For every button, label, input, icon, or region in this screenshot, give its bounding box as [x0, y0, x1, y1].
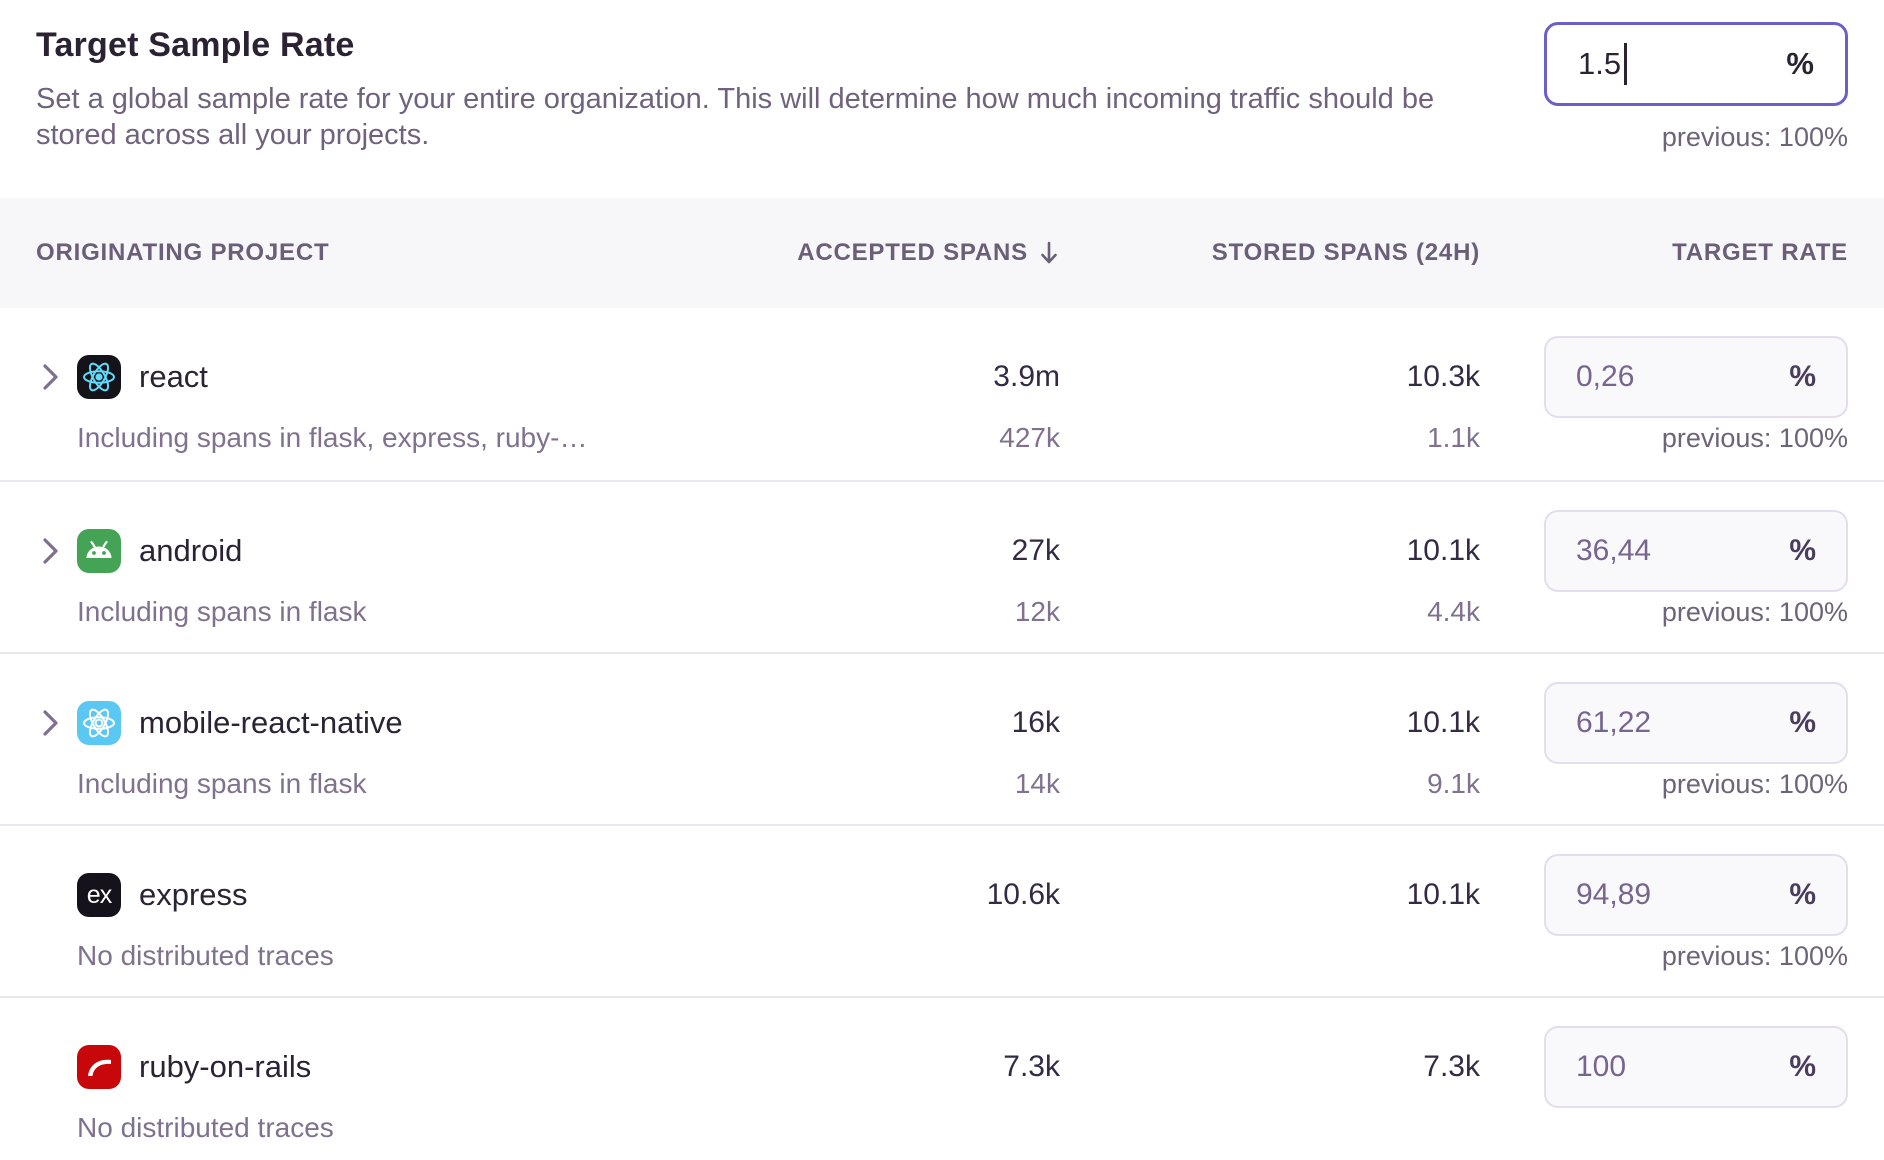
global-sample-rate-value: 1.5: [1578, 46, 1622, 81]
column-target-rate: Target Rate: [1672, 239, 1848, 266]
stored-spans-value: 10.1k: [1406, 706, 1480, 739]
row-sub-label: No distributed traces: [77, 1112, 334, 1143]
previous-rate-label: previous: 100%: [1661, 122, 1848, 152]
sub-stored-value: 1.1k: [1427, 422, 1480, 453]
sub-accepted-value: 427k: [999, 422, 1060, 453]
stored-spans-value: 10.1k: [1406, 534, 1480, 567]
target-rate-value: 61,22: [1576, 706, 1652, 739]
project-name: react: [139, 359, 208, 394]
percent-suffix: %: [1789, 1050, 1816, 1083]
page-description: Set a global sample rate for your entire…: [36, 83, 1435, 151]
row-sub-label: Including spans in flask: [77, 596, 367, 627]
sub-stored-value: 9.1k: [1427, 768, 1480, 799]
column-originating-project: Originating Project: [36, 239, 330, 266]
accepted-spans-value: 16k: [1011, 706, 1060, 739]
row-sub-label: Including spans in flask, express, ruby-…: [77, 422, 588, 453]
column-stored-spans: Stored Spans (24h): [1211, 239, 1480, 266]
expand-chevron-icon[interactable]: [36, 537, 77, 565]
target-sample-rate-section: Target Sample Rate Set a global sample r…: [0, 0, 1884, 198]
global-sample-rate-input[interactable]: 1.5 %: [1544, 22, 1848, 106]
percent-suffix: %: [1789, 706, 1816, 739]
sub-accepted-value: 14k: [1014, 768, 1060, 799]
react-native-icon: [77, 701, 121, 745]
previous-rate-label: previous: 100%: [1661, 596, 1848, 627]
target-rate-input[interactable]: 94,89 %: [1544, 854, 1848, 936]
project-name: android: [139, 533, 243, 568]
previous-rate-label: previous: 100%: [1661, 940, 1848, 971]
expand-chevron-icon[interactable]: [36, 709, 77, 737]
target-rate-value: 0,26: [1576, 360, 1635, 393]
column-accepted-spans[interactable]: Accepted Spans: [797, 239, 1060, 267]
text-cursor: [1624, 43, 1628, 85]
sub-stored-value: 4.4k: [1427, 596, 1480, 627]
previous-rate-label: previous: 100%: [1661, 422, 1848, 453]
row-sub-label: No distributed traces: [77, 940, 334, 971]
table-row: ruby-on-rails 7.3k 7.3k 100 % No distrib…: [0, 996, 1884, 1160]
table-row: ex express 10.6k 10.1k 94,89 % No distri…: [0, 824, 1884, 996]
table-row: android 27k 10.1k 36,44 % Including span…: [0, 480, 1884, 652]
stored-spans-value: 7.3k: [1423, 1050, 1480, 1083]
accepted-spans-value: 3.9m: [993, 360, 1060, 393]
ruby-on-rails-icon: [77, 1045, 121, 1089]
target-rate-input[interactable]: 0,26 %: [1544, 336, 1848, 418]
sub-accepted-value: 12k: [1014, 596, 1060, 627]
accepted-spans-value: 27k: [1011, 534, 1060, 567]
express-icon: ex: [77, 873, 121, 917]
row-sub-label: Including spans in flask: [77, 768, 367, 799]
table-row: mobile-react-native 16k 10.1k 61,22 % In…: [0, 652, 1884, 824]
table-row: react 3.9m 10.3k 0,26 % Including spans …: [0, 308, 1884, 480]
expand-chevron-icon[interactable]: [36, 363, 77, 391]
target-rate-value: 36,44: [1576, 534, 1652, 567]
target-rate-input[interactable]: 100 %: [1544, 1026, 1848, 1108]
target-rate-input[interactable]: 61,22 %: [1544, 682, 1848, 764]
accepted-spans-value: 7.3k: [1003, 1050, 1060, 1083]
percent-suffix: %: [1789, 534, 1816, 567]
sort-descending-icon: [1038, 240, 1060, 266]
column-accepted-spans-label: Accepted Spans: [797, 239, 1028, 266]
previous-rate-label: previous: 100%: [1661, 768, 1848, 799]
percent-suffix: %: [1789, 360, 1816, 393]
page-title: Target Sample Rate: [36, 26, 355, 64]
project-name: express: [139, 877, 248, 912]
target-rate-value: 100: [1576, 1050, 1627, 1083]
table-header: Originating Project Accepted Spans Store…: [0, 198, 1884, 308]
stored-spans-value: 10.3k: [1406, 360, 1480, 393]
stored-spans-value: 10.1k: [1406, 878, 1480, 911]
accepted-spans-value: 10.6k: [986, 878, 1060, 911]
react-icon: [77, 355, 121, 399]
target-rate-input[interactable]: 36,44 %: [1544, 510, 1848, 592]
percent-suffix: %: [1789, 878, 1816, 911]
percent-suffix: %: [1786, 46, 1814, 81]
project-name: ruby-on-rails: [139, 1049, 312, 1084]
target-rate-value: 94,89: [1576, 878, 1652, 911]
android-icon: [77, 529, 121, 573]
project-name: mobile-react-native: [139, 705, 403, 740]
